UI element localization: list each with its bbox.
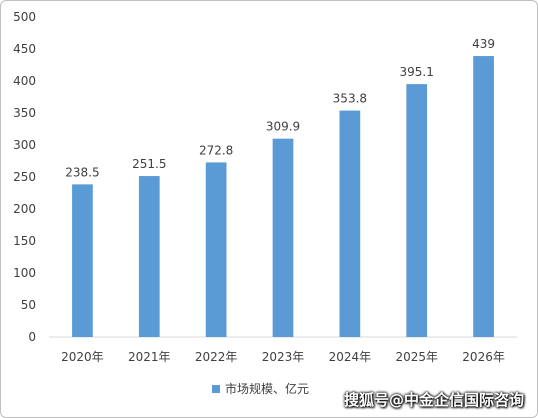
data-label: 395.1 bbox=[400, 65, 434, 79]
bar bbox=[72, 184, 93, 337]
bar bbox=[138, 176, 160, 337]
data-label: 353.8 bbox=[333, 92, 367, 106]
y-tick-label: 150 bbox=[13, 234, 36, 248]
data-label: 272.8 bbox=[199, 143, 233, 157]
y-axis: 0 50 100 150 200 250 300 350 400 450 500 bbox=[13, 10, 36, 344]
bars: 238.5 251.5 272.8 309.9 353.8 395.1 439 bbox=[65, 37, 495, 338]
x-tick-label: 2025年 bbox=[395, 350, 438, 364]
y-tick-label: 450 bbox=[13, 42, 36, 56]
y-tick-label: 0 bbox=[28, 330, 36, 344]
y-tick-label: 100 bbox=[13, 266, 36, 280]
x-tick-label: 2026年 bbox=[462, 350, 505, 364]
data-label: 439 bbox=[472, 37, 495, 51]
y-tick-label: 350 bbox=[13, 106, 36, 120]
bar bbox=[339, 110, 361, 338]
bar bbox=[473, 56, 494, 337]
bar bbox=[272, 138, 294, 337]
bar bbox=[205, 162, 227, 337]
x-axis: 2020年 2021年 2022年 2023年 2024年 2025年 2026年 bbox=[49, 336, 517, 364]
legend: 市场规模、亿元 bbox=[212, 381, 309, 396]
legend-label: 市场规模、亿元 bbox=[225, 381, 309, 396]
x-tick-label: 2022年 bbox=[195, 350, 238, 364]
y-tick-label: 300 bbox=[13, 138, 36, 152]
legend-swatch bbox=[212, 385, 220, 393]
x-tick-label: 2024年 bbox=[329, 350, 372, 364]
x-tick-label: 2020年 bbox=[61, 350, 104, 364]
bar bbox=[406, 84, 428, 337]
x-tick-label: 2023年 bbox=[262, 350, 305, 364]
watermark: 搜狐号@中金企信国际咨询 bbox=[343, 391, 524, 409]
y-tick-label: 50 bbox=[21, 298, 36, 312]
data-label: 251.5 bbox=[132, 157, 166, 171]
data-label: 238.5 bbox=[65, 165, 99, 179]
y-tick-label: 200 bbox=[13, 202, 36, 216]
data-label: 309.9 bbox=[266, 120, 300, 134]
x-tick-label: 2021年 bbox=[128, 350, 171, 364]
y-tick-label: 500 bbox=[13, 10, 36, 24]
y-tick-label: 400 bbox=[13, 74, 36, 88]
y-tick-label: 250 bbox=[13, 170, 36, 184]
